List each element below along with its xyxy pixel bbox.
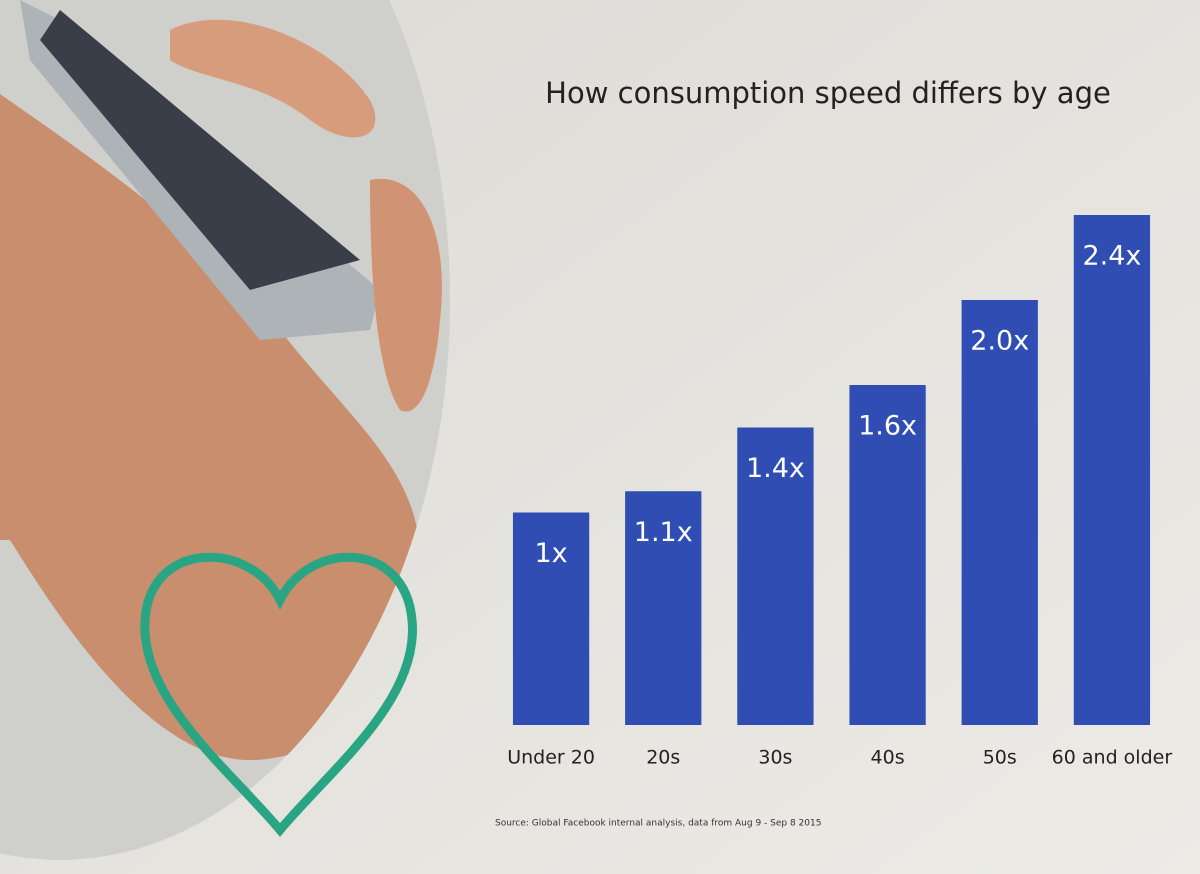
x-tick-label: 50s	[983, 747, 1017, 769]
value-label: 2.0x	[970, 326, 1029, 357]
phone-screen	[40, 10, 360, 290]
value-label: 1.6x	[858, 411, 917, 442]
value-label: 2.4x	[1082, 241, 1141, 272]
bar	[625, 491, 702, 725]
value-label: 1.1x	[634, 517, 693, 548]
source-note: Source: Global Facebook internal analysi…	[495, 819, 821, 829]
x-tick-label: 40s	[871, 747, 905, 769]
finger	[370, 178, 442, 412]
x-tick-label: 30s	[758, 747, 792, 769]
bar	[961, 300, 1038, 725]
photo	[0, 0, 450, 860]
value-label: 1.4x	[746, 453, 805, 484]
heart-icon	[140, 552, 417, 838]
bar	[512, 512, 590, 725]
bar	[737, 427, 814, 725]
thumb	[170, 19, 376, 138]
x-tick-label: 20s	[646, 747, 680, 769]
x-tick-label: 60 and older	[1052, 747, 1173, 769]
x-tick-label: Under 20	[507, 747, 595, 769]
chart-title: How consumption speed differs by age	[545, 76, 1111, 110]
bar	[849, 385, 926, 725]
value-label: 1x	[534, 538, 567, 569]
bar	[1073, 215, 1151, 725]
hand	[0, 80, 420, 760]
